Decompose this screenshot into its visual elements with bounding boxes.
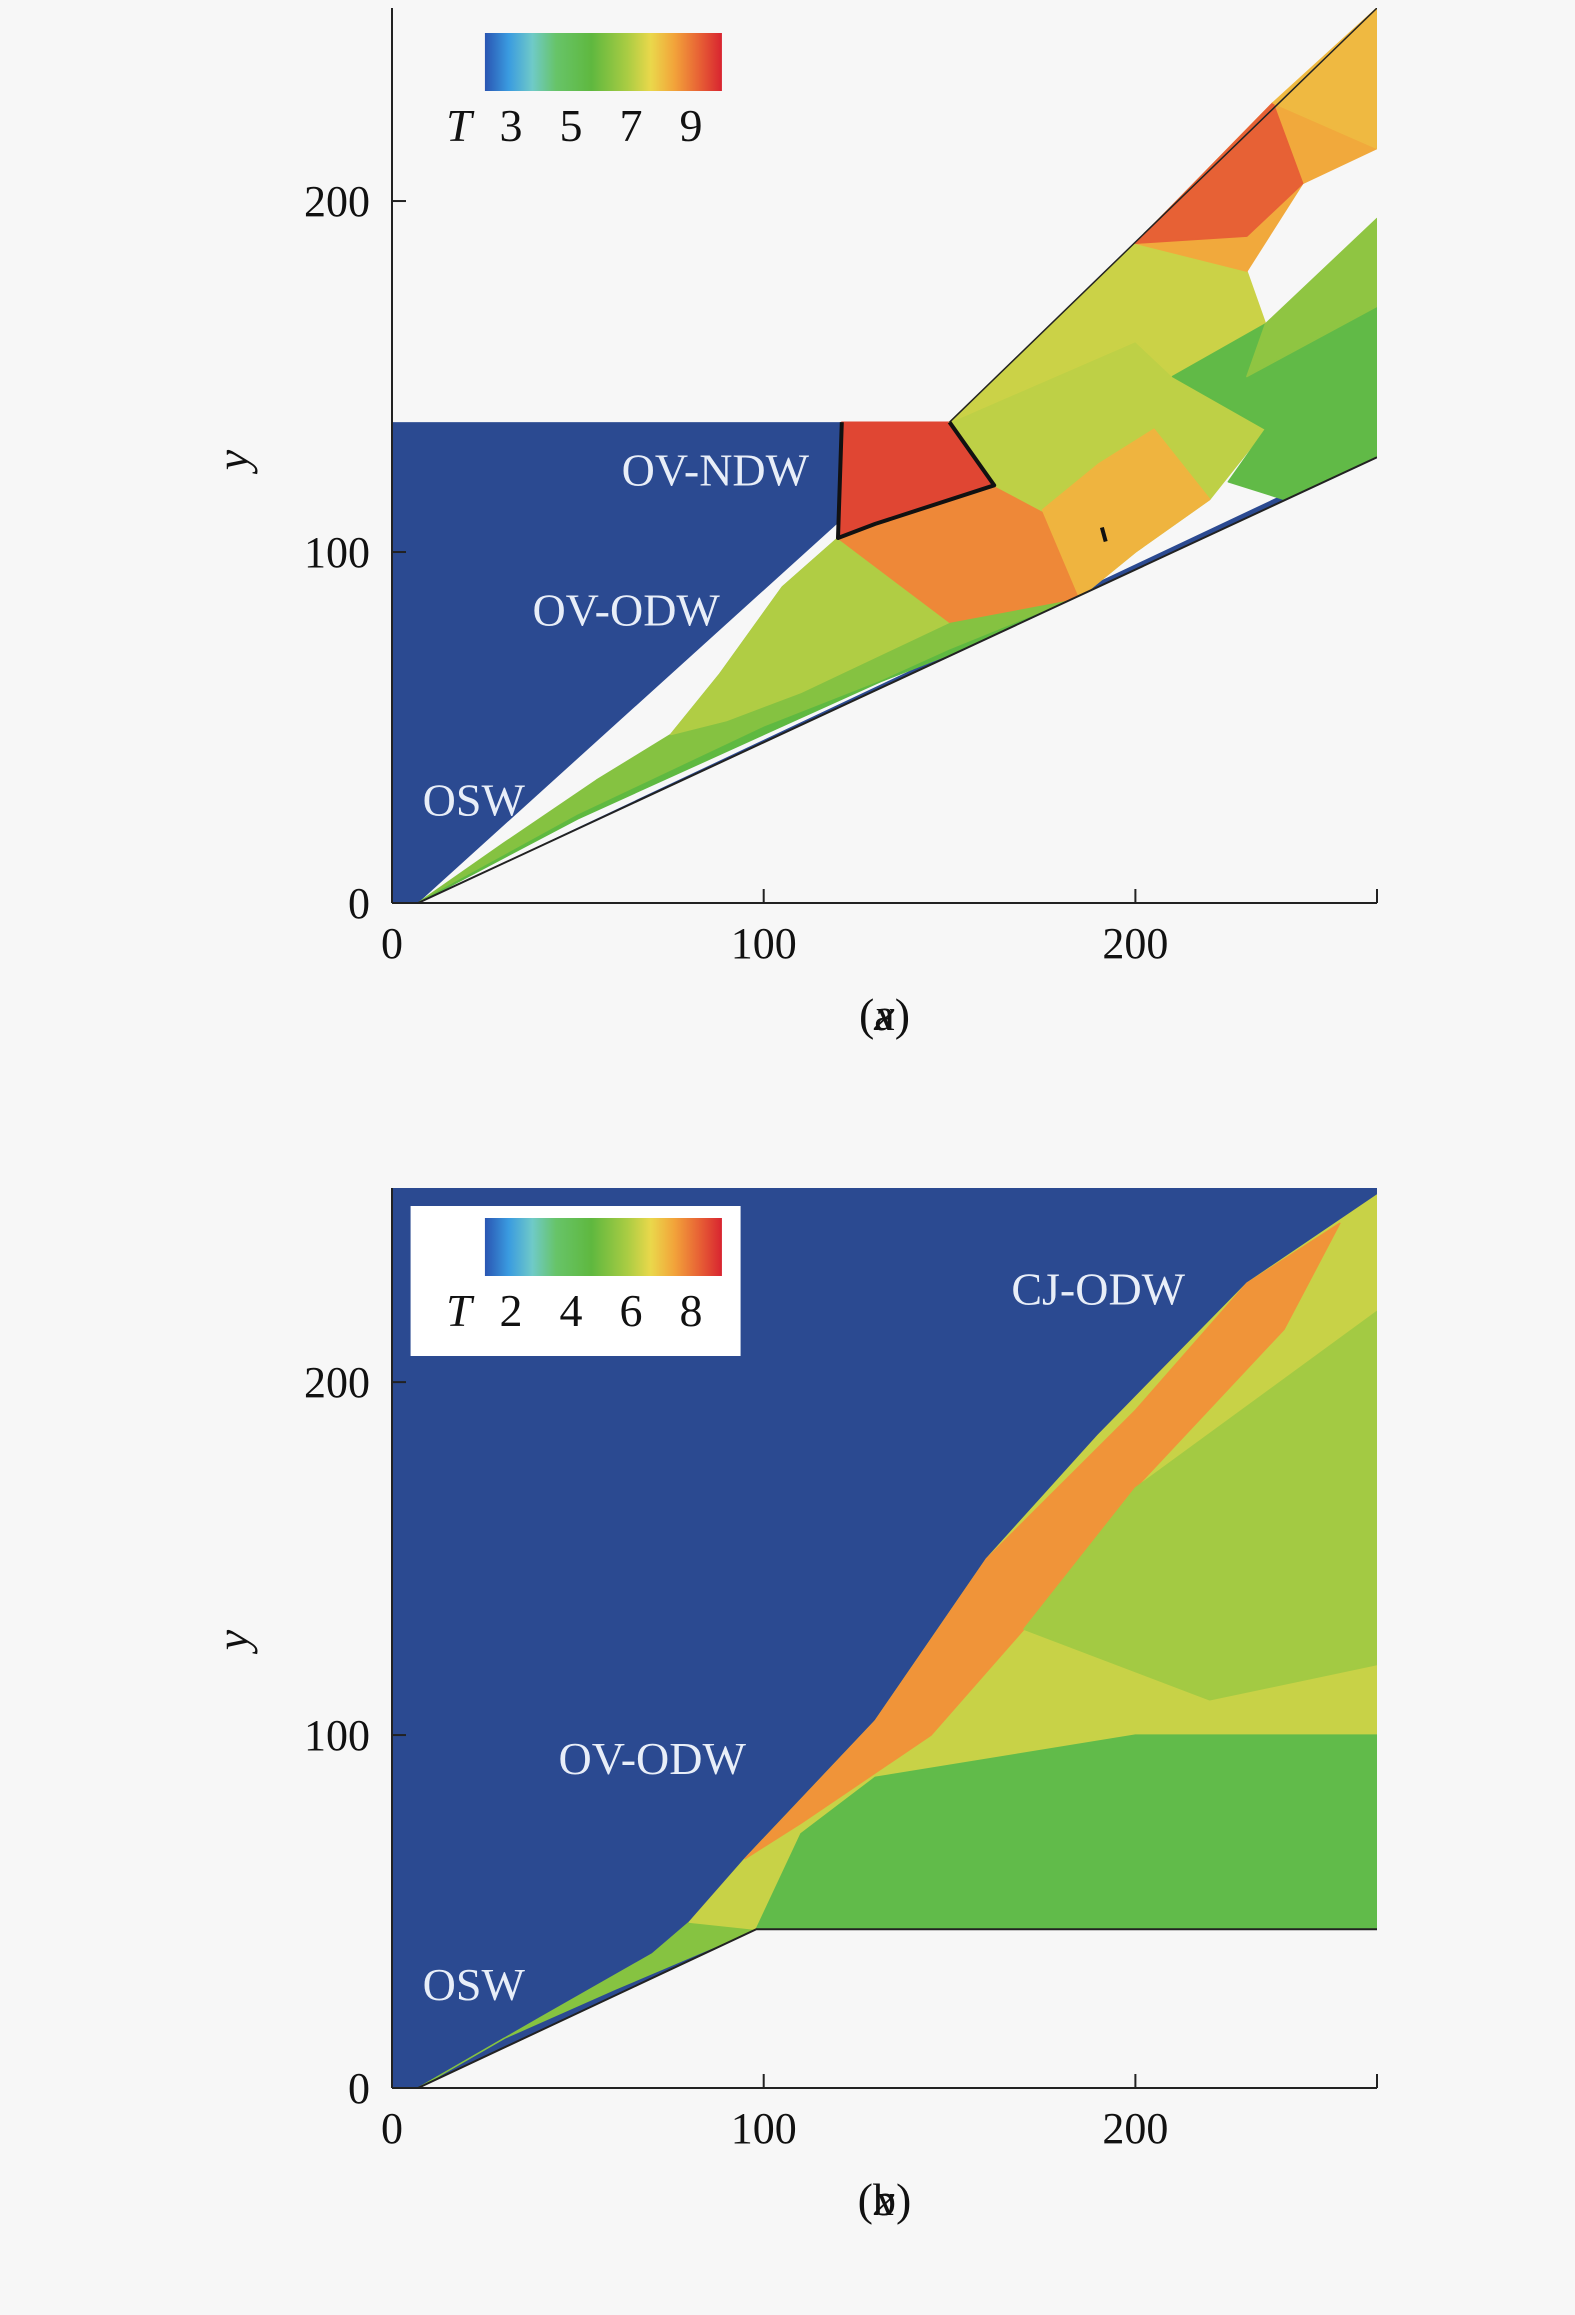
y-tick-label-0: 0 xyxy=(348,879,370,928)
panel-a-plot-area xyxy=(392,8,1377,903)
annotation-ov-ndw: OV-NDW xyxy=(622,444,810,495)
colorbar-tick-5: 5 xyxy=(559,100,582,151)
annotation-cj-odw: CJ-ODW xyxy=(1011,1263,1185,1314)
colorbar-tick-3: 3 xyxy=(499,100,522,151)
colorbar xyxy=(484,1218,722,1276)
panel-b-plot-area xyxy=(392,1188,1377,2088)
colorbar xyxy=(484,33,722,91)
colorbar-symbol: T xyxy=(446,1285,475,1336)
panel-a-overlay: 0 100 200 0 100 200 x y (a) OV-NDW OV-ODW OSW T 3 5 7 9 xyxy=(207,8,1378,1040)
domain-boundary-line xyxy=(949,8,1377,423)
colorbar-tick-4: 4 xyxy=(559,1285,582,1336)
annotation-ov-odw: OV-ODW xyxy=(558,1733,746,1784)
temperature-region-7 xyxy=(1041,428,1211,599)
panel-a: 0 100 200 0 100 200 x y (a) OV-NDW OV-ODW OSW T 3 5 7 9 xyxy=(207,8,1378,1040)
y-tick-label-100: 100 xyxy=(304,1711,370,1760)
panel-label: (b) xyxy=(858,2174,912,2225)
wedge-surface-line xyxy=(417,1928,1377,2088)
detonation-front-outline-2 xyxy=(1099,526,1108,543)
wedge-body xyxy=(418,1929,1377,2088)
temperature-region-11 xyxy=(1272,8,1377,150)
annotation-osw: OSW xyxy=(423,774,526,825)
x-tick-label-0: 0 xyxy=(381,919,403,968)
panel-label: (a) xyxy=(859,989,910,1040)
colorbar-tick-2: 2 xyxy=(499,1285,522,1336)
x-tick-label-100: 100 xyxy=(731,2104,797,2153)
panel-b-overlay: 0 100 200 0 100 200 x y (b) CJ-ODW OV-ODW OSW T 2 4 6 8 xyxy=(207,1188,1378,2225)
annotation-ov-odw: OV-ODW xyxy=(532,585,720,636)
x-tick-label-200: 200 xyxy=(1102,919,1168,968)
y-axis-label: y xyxy=(207,1629,258,1654)
temperature-region-4 xyxy=(755,1734,1377,1930)
y-tick-label-0: 0 xyxy=(348,2064,370,2113)
detonation-front-outline-1 xyxy=(836,421,997,540)
temperature-region-13 xyxy=(1246,217,1377,378)
colorbar-tick-7: 7 xyxy=(619,100,642,151)
y-tick-label-200: 200 xyxy=(304,177,370,226)
y-tick-label-200: 200 xyxy=(304,1358,370,1407)
x-tick-label-100: 100 xyxy=(731,919,797,968)
temperature-region-5 xyxy=(1023,1310,1377,1701)
temperature-region-10 xyxy=(1134,102,1304,244)
colorbar-tick-9: 9 xyxy=(679,100,702,151)
x-tick-label-200: 200 xyxy=(1102,2104,1168,2153)
colorbar-symbol: T xyxy=(446,100,475,151)
colorbar-tick-8: 8 xyxy=(679,1285,702,1336)
temperature-region-3 xyxy=(744,1222,1341,1860)
x-axis-label: x xyxy=(873,2174,895,2225)
colorbar-tick-6: 6 xyxy=(619,1285,642,1336)
y-axis-label: y xyxy=(207,449,258,474)
wedge-surface-line xyxy=(417,456,1377,903)
panel-b: 0 100 200 0 100 200 x y (b) CJ-ODW OV-ODW OSW T 2 4 6 8 xyxy=(207,1188,1378,2225)
x-axis-label: x xyxy=(873,989,895,1040)
x-tick-label-0: 0 xyxy=(381,2104,403,2153)
y-tick-label-100: 100 xyxy=(304,528,370,577)
annotation-osw: OSW xyxy=(423,1959,526,2010)
